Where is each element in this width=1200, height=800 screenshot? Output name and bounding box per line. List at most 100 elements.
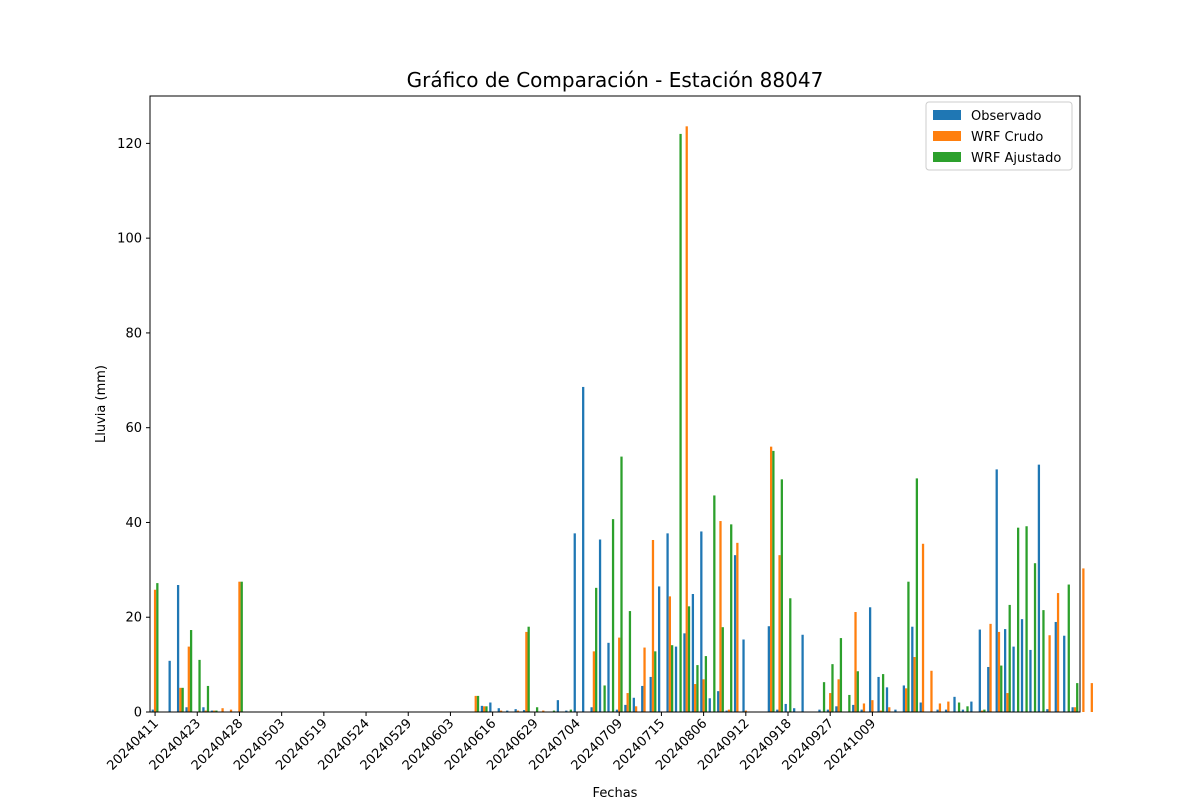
bar-wrf-crudo <box>980 710 984 712</box>
bar-observado <box>1063 635 1066 712</box>
bar-wrf-crudo <box>651 539 655 712</box>
bar-wrf-crudo <box>153 589 157 712</box>
bar-observado <box>683 633 686 712</box>
bar-observado <box>894 709 897 712</box>
bar-observado <box>784 703 787 712</box>
bar-wrf-ajustado <box>713 495 716 712</box>
bar-observado <box>919 702 922 712</box>
bar-wrf-ajustado <box>915 478 919 712</box>
bar-wrf-crudo <box>778 555 781 712</box>
bar-wrf-ajustado <box>552 710 556 712</box>
legend-swatch-observado <box>933 110 961 120</box>
bar-observado <box>641 685 644 712</box>
bar-wrf-ajustado <box>730 524 733 712</box>
bar-observado <box>733 555 737 712</box>
legend-swatch-wrf-ajustado <box>933 152 961 162</box>
y-tick-label: 60 <box>125 421 142 436</box>
bar-wrf-crudo <box>634 706 638 712</box>
bar-wrf-ajustado <box>569 709 572 712</box>
bar-observado <box>708 698 711 712</box>
bar-observado <box>615 709 619 712</box>
bar-observado <box>556 700 560 712</box>
bar-wrf-ajustado <box>822 682 826 712</box>
bar-wrf-ajustado <box>535 707 539 712</box>
bar-observado <box>168 660 171 712</box>
legend-swatch-wrf-crudo <box>933 131 961 141</box>
bar-wrf-ajustado <box>198 659 201 712</box>
bars-group <box>151 126 1093 712</box>
bar-observado <box>818 709 821 712</box>
bar-observado <box>885 687 889 712</box>
bar-wrf-crudo <box>668 596 671 712</box>
bar-wrf-ajustado <box>670 645 674 712</box>
bar-wrf-crudo <box>837 679 840 712</box>
legend: Observado WRF Crudo WRF Ajustado <box>925 101 1073 171</box>
bar-observado <box>860 709 863 712</box>
legend-label-observado: Observado <box>971 109 1042 124</box>
bar-wrf-ajustado <box>721 627 724 712</box>
bar-observado <box>624 704 627 712</box>
bar-wrf-ajustado <box>181 687 184 712</box>
bar-wrf-ajustado <box>628 611 632 712</box>
bar-wrf-crudo <box>685 126 688 712</box>
bar-observado <box>607 642 610 712</box>
bar-wrf-crudo <box>938 703 942 712</box>
bar-wrf-ajustado <box>240 581 243 712</box>
bar-wrf-crudo <box>913 657 916 712</box>
bar-wrf-ajustado <box>189 630 193 712</box>
bar-wrf-ajustado <box>206 685 210 712</box>
bar-observado <box>480 705 484 712</box>
bar-observado <box>944 709 948 712</box>
bar-wrf-crudo <box>238 581 241 712</box>
bar-observado <box>514 709 517 712</box>
bar-observado <box>961 709 965 712</box>
bar-wrf-ajustado <box>831 664 834 712</box>
bar-observado <box>970 701 973 712</box>
bar-observado <box>826 709 830 712</box>
bar-observado <box>1054 621 1057 712</box>
bar-wrf-ajustado <box>215 710 218 712</box>
bar-wrf-ajustado <box>1033 563 1037 712</box>
bar-wrf-crudo <box>871 700 874 712</box>
bar-wrf-crudo <box>921 543 925 712</box>
bar-wrf-ajustado <box>881 674 885 712</box>
bar-wrf-ajustado <box>856 671 859 712</box>
bar-wrf-crudo <box>213 710 216 712</box>
bar-wrf-crudo <box>702 679 705 712</box>
bar-wrf-ajustado <box>603 685 606 712</box>
bar-wrf-crudo <box>1073 707 1077 712</box>
bar-wrf-ajustado <box>1017 527 1020 712</box>
bar-wrf-ajustado <box>595 587 598 712</box>
bar-wrf-ajustado <box>696 665 699 712</box>
bar-observado <box>700 531 703 712</box>
bar-wrf-crudo <box>618 637 621 712</box>
bar-wrf-ajustado <box>679 133 682 712</box>
bar-wrf-crudo <box>499 710 503 712</box>
bar-wrf-ajustado <box>772 450 775 712</box>
bar-wrf-crudo <box>221 708 224 712</box>
bar-wrf-crudo <box>592 651 596 712</box>
bar-observado <box>1004 629 1007 712</box>
bar-wrf-ajustado <box>907 581 910 712</box>
bar-observado <box>1071 707 1074 712</box>
bar-observado <box>835 706 838 712</box>
bar-wrf-crudo <box>879 710 882 712</box>
bar-wrf-crudo <box>930 670 933 712</box>
legend-box <box>925 101 1073 171</box>
plot-frame <box>149 95 1081 713</box>
bar-observado <box>632 697 635 712</box>
bar-wrf-crudo <box>1082 568 1085 712</box>
bar-observado <box>1046 709 1049 712</box>
bar-observado <box>590 707 593 712</box>
bar-observado <box>852 704 855 712</box>
bar-observado <box>598 539 602 712</box>
bar-wrf-ajustado <box>1042 610 1045 712</box>
bar-observado <box>176 585 180 712</box>
bar-wrf-ajustado <box>957 702 961 712</box>
bar-observado <box>565 710 568 712</box>
bar-observado <box>995 469 998 712</box>
chart-title: Gráfico de Comparación - Estación 88047 <box>407 68 824 92</box>
bar-observado <box>691 594 695 712</box>
bar-wrf-crudo <box>542 710 545 712</box>
bar-observado <box>868 607 872 712</box>
